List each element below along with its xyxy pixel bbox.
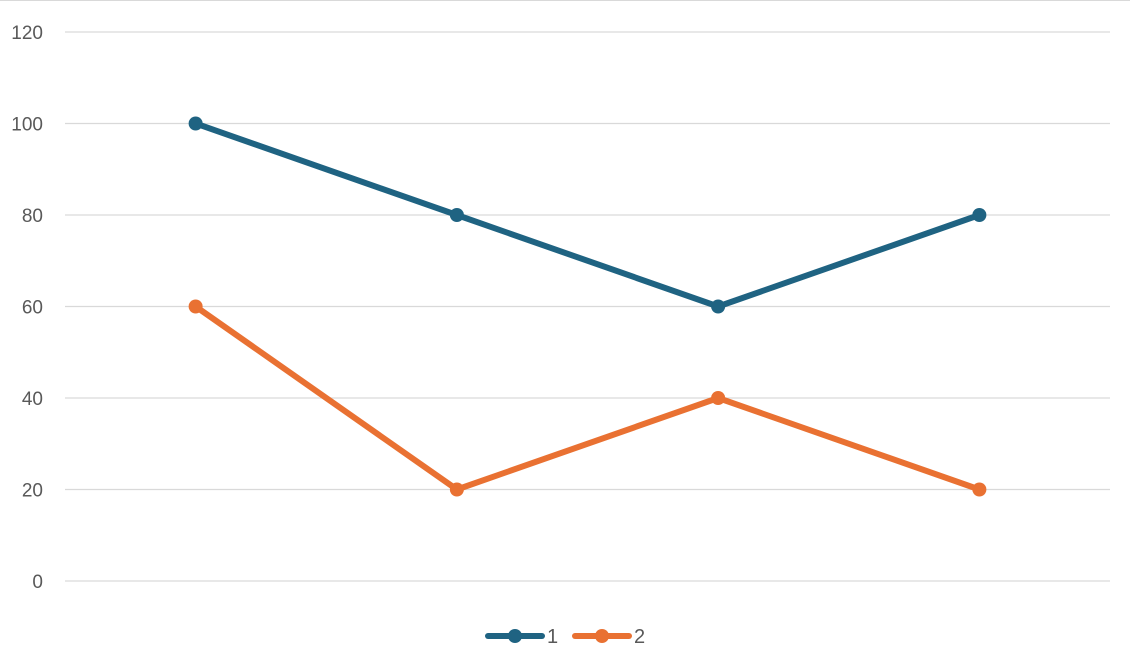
data-point-2-1 — [449, 482, 464, 497]
legend-item-1: 1 — [485, 626, 558, 648]
data-point-1-1 — [449, 208, 464, 222]
data-point-2-3 — [972, 482, 987, 497]
gridlines — [65, 31, 1110, 582]
y-tick-label: 0 — [32, 572, 43, 593]
y-tick-label: 120 — [11, 23, 43, 44]
legend-item-2: 2 — [572, 626, 645, 648]
data-point-2-2 — [711, 391, 726, 405]
y-tick-label: 100 — [11, 115, 43, 136]
series-lines — [192, 120, 983, 493]
y-tick-label: 80 — [22, 206, 43, 227]
series-line-1 — [192, 120, 983, 310]
series-line-2 — [192, 303, 983, 493]
y-axis-ticks: 0 20 40 60 80 100 120 — [11, 23, 43, 593]
y-tick-label: 40 — [22, 389, 43, 410]
data-point-2-0 — [188, 299, 203, 314]
y-tick-label: 20 — [22, 481, 43, 502]
legend-marker — [508, 629, 522, 643]
data-point-1-0 — [188, 116, 203, 131]
legend-label: 1 — [547, 626, 558, 648]
legend-label: 2 — [634, 626, 645, 648]
data-point-1-3 — [972, 208, 987, 222]
series-points — [188, 116, 987, 497]
y-tick-label: 60 — [22, 298, 43, 319]
data-point-1-2 — [711, 299, 726, 314]
legend-marker — [595, 629, 609, 643]
